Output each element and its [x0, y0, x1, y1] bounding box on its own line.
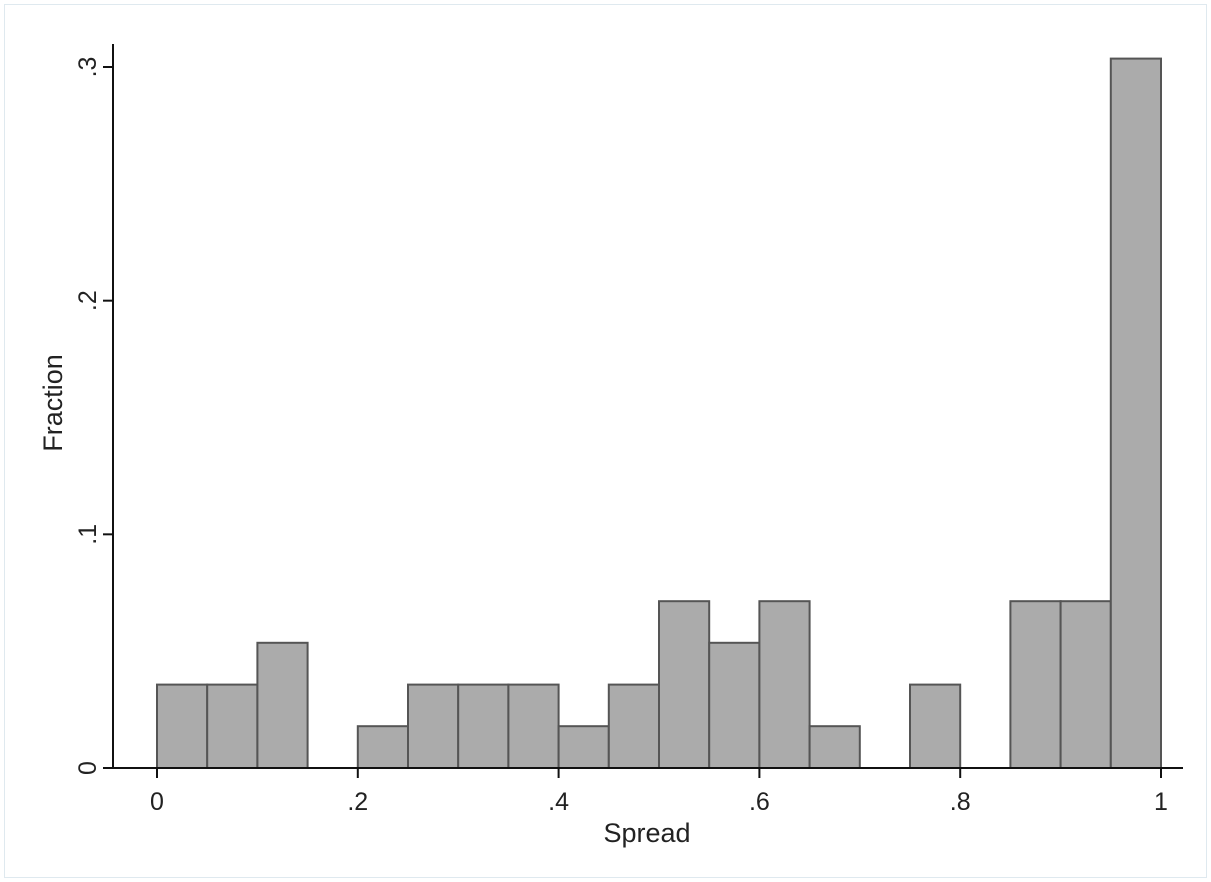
x-tick-label-4: .8: [950, 788, 971, 816]
histogram-bar-9: [607, 683, 660, 769]
y-ticks-group: 0 .1 .2 .3: [74, 57, 113, 775]
histogram-bar-4: [356, 725, 409, 770]
histogram-bar-18: [1059, 600, 1112, 770]
x-ticks-group: 0 .2 .4 .6 .8 1: [150, 768, 1168, 816]
histogram-bar-6: [457, 683, 510, 769]
y-tick-label-0: 0: [74, 761, 102, 775]
x-tick-label-5: 1: [1154, 788, 1168, 816]
histogram-bar-0: [156, 683, 209, 769]
histogram-bar-13: [808, 725, 861, 770]
y-tick-label-2: .2: [74, 290, 102, 311]
y-tick-label-3: .3: [74, 57, 102, 78]
histogram-bar-2: [256, 641, 309, 769]
histogram-bar-15: [909, 683, 962, 769]
y-axis-title: Fraction: [38, 354, 68, 452]
bars-group: [156, 57, 1163, 770]
x-tick-label-3: .6: [749, 788, 770, 816]
x-tick-label-2: .4: [548, 788, 569, 816]
histogram-bar-8: [557, 725, 610, 770]
histogram-bar-12: [758, 600, 811, 770]
x-tick-label-0: 0: [150, 788, 164, 816]
axes-group: [112, 44, 1183, 769]
histogram-bar-7: [507, 683, 560, 769]
y-tick-label-1: .1: [74, 524, 102, 545]
histogram-bar-11: [708, 641, 761, 769]
x-axis-title: Spread: [603, 818, 690, 848]
histogram-bar-17: [1009, 600, 1062, 770]
histogram-bar-19: [1109, 57, 1163, 770]
histogram-bar-10: [658, 600, 711, 770]
histogram-bar-5: [407, 683, 460, 769]
histogram-bar-1: [206, 683, 259, 769]
x-tick-label-1: .2: [347, 788, 368, 816]
